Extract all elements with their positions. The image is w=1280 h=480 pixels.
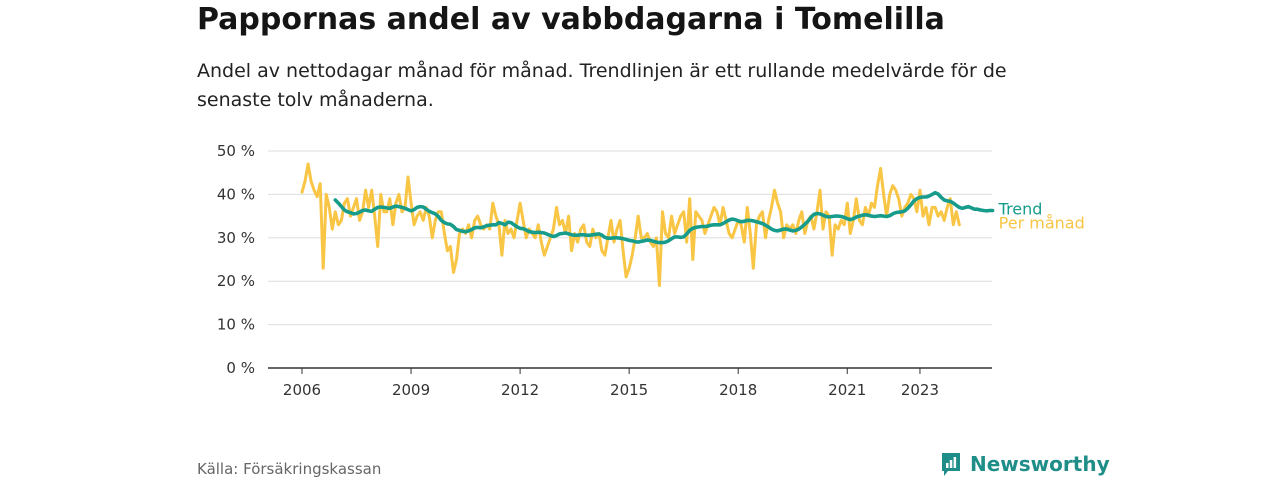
x-tick-label: 2006 [283,381,321,399]
x-tick-label: 2021 [828,381,866,399]
x-tick-label: 2015 [610,381,648,399]
y-axis: 0 % 10 % 20 % 30 % 40 % 50 % [217,142,255,377]
y-tick-label: 10 % [217,316,255,334]
newsworthy-logo-icon [942,453,960,476]
y-tick-label: 50 % [217,142,255,160]
chart-subtitle: Andel av nettodagar månad för månad. Tre… [197,60,1007,111]
series-label-per-manad: Per månad [999,213,1085,232]
x-axis: 2006 2009 2012 2015 2018 2021 2023 [283,368,939,399]
series-line-trend [333,190,995,245]
y-tick-label: 20 % [217,272,255,290]
chart-title: Pappornas andel av vabbdagarna i Tomelil… [197,2,945,37]
series-label-trend: Trend [998,199,1043,218]
brand-name: Newsworthy [970,452,1110,476]
brand-logo[interactable]: Newsworthy [940,451,1110,477]
x-tick-label: 2023 [901,381,939,399]
source-note: Källa: Försäkringskassan [197,460,382,478]
y-tick-label: 40 % [217,185,255,203]
y-tick-label: 0 % [226,359,255,377]
line-chart: 0 % 10 % 20 % 30 % 40 % 50 % 2006 2009 2012 2015… [217,142,1085,399]
x-tick-label: 2012 [501,381,539,399]
grid-lines [268,150,992,369]
x-tick-label: 2009 [392,381,430,399]
series-line-per-manad [300,162,961,287]
x-tick-label: 2018 [719,381,757,399]
y-tick-label: 30 % [217,229,255,247]
series-lines [300,162,995,287]
